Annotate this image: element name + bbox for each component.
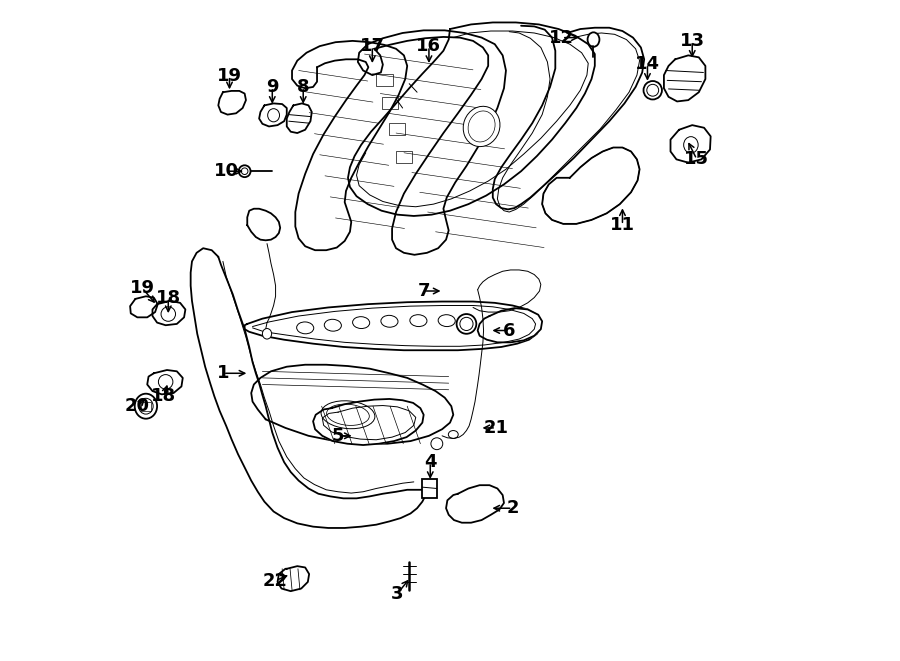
Text: 2: 2 bbox=[507, 499, 518, 517]
Text: 9: 9 bbox=[266, 78, 278, 96]
Text: 18: 18 bbox=[151, 387, 176, 405]
Text: 15: 15 bbox=[684, 150, 709, 169]
Bar bbox=[382, 97, 399, 108]
Polygon shape bbox=[446, 485, 504, 523]
Text: 17: 17 bbox=[360, 37, 385, 55]
Polygon shape bbox=[277, 566, 309, 591]
Polygon shape bbox=[493, 26, 644, 210]
Polygon shape bbox=[478, 308, 542, 342]
Polygon shape bbox=[248, 209, 280, 241]
Polygon shape bbox=[219, 91, 246, 114]
Text: 6: 6 bbox=[503, 321, 516, 340]
Bar bbox=[396, 151, 412, 163]
Polygon shape bbox=[259, 103, 287, 126]
Text: 4: 4 bbox=[424, 453, 436, 471]
Text: 5: 5 bbox=[332, 427, 345, 445]
Text: 21: 21 bbox=[483, 419, 508, 437]
Ellipse shape bbox=[410, 315, 427, 327]
Polygon shape bbox=[191, 249, 425, 528]
Bar bbox=[389, 123, 405, 135]
Text: 19: 19 bbox=[130, 279, 155, 297]
Polygon shape bbox=[670, 125, 711, 163]
Ellipse shape bbox=[456, 314, 476, 334]
Polygon shape bbox=[245, 301, 541, 350]
Text: 18: 18 bbox=[156, 289, 181, 307]
Polygon shape bbox=[148, 370, 183, 395]
Text: 10: 10 bbox=[213, 162, 238, 180]
Polygon shape bbox=[287, 103, 311, 133]
Polygon shape bbox=[292, 41, 407, 251]
Ellipse shape bbox=[438, 315, 455, 327]
Text: 1: 1 bbox=[217, 364, 230, 382]
Ellipse shape bbox=[321, 401, 375, 429]
Text: 16: 16 bbox=[417, 37, 441, 55]
Ellipse shape bbox=[135, 394, 158, 418]
Polygon shape bbox=[664, 56, 706, 101]
Text: 8: 8 bbox=[297, 78, 310, 96]
Polygon shape bbox=[152, 301, 185, 325]
Ellipse shape bbox=[381, 315, 398, 327]
Text: 7: 7 bbox=[418, 282, 430, 300]
Text: 20: 20 bbox=[125, 397, 149, 415]
Bar bbox=[422, 479, 436, 498]
Polygon shape bbox=[130, 296, 158, 317]
Polygon shape bbox=[542, 147, 640, 224]
Polygon shape bbox=[348, 22, 595, 216]
Polygon shape bbox=[358, 30, 506, 254]
Text: 11: 11 bbox=[610, 216, 635, 234]
Text: 12: 12 bbox=[549, 28, 574, 46]
Bar bbox=[140, 402, 151, 410]
Ellipse shape bbox=[588, 32, 599, 47]
Text: 14: 14 bbox=[635, 55, 660, 73]
Text: 13: 13 bbox=[680, 32, 705, 50]
Ellipse shape bbox=[263, 329, 272, 339]
Text: 22: 22 bbox=[263, 572, 288, 590]
Ellipse shape bbox=[644, 81, 662, 99]
Ellipse shape bbox=[353, 317, 370, 329]
Ellipse shape bbox=[324, 319, 341, 331]
Polygon shape bbox=[313, 399, 424, 445]
Ellipse shape bbox=[297, 322, 314, 334]
Ellipse shape bbox=[464, 106, 500, 147]
Text: 3: 3 bbox=[392, 585, 403, 603]
Bar bbox=[376, 74, 392, 86]
Polygon shape bbox=[251, 365, 454, 444]
Ellipse shape bbox=[238, 165, 250, 177]
Text: 19: 19 bbox=[217, 67, 242, 85]
